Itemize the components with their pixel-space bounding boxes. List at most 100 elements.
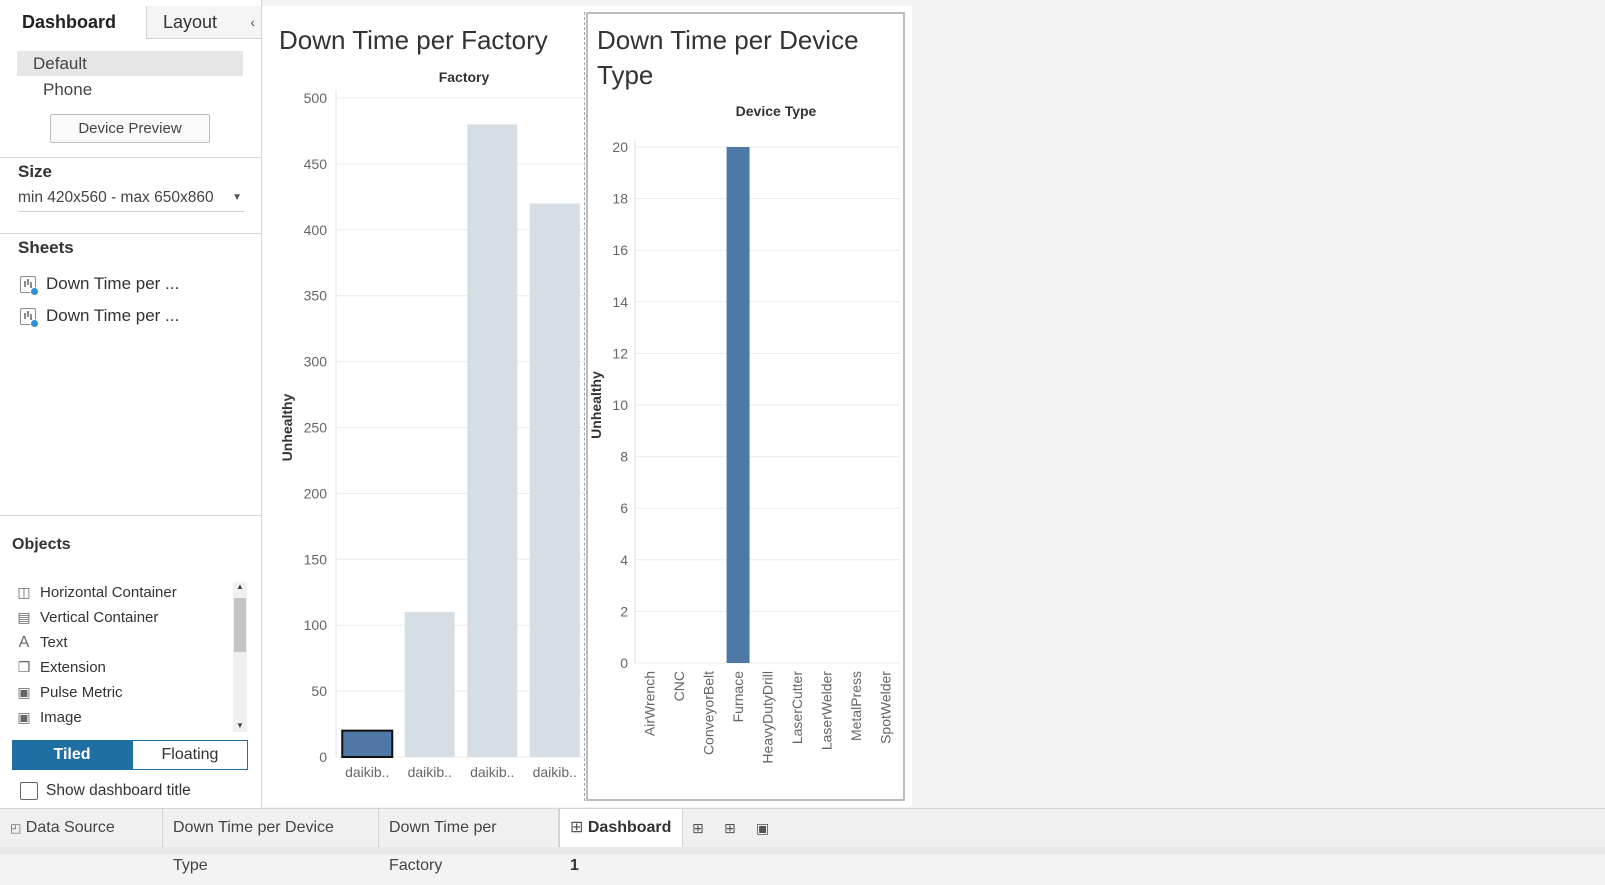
device-type-bar-chart[interactable]: Device Type 0 2 4 6 8 10 12 14 16 18 20 Unhealthy Air… <box>588 95 904 800</box>
show-dashboard-title-checkbox[interactable]: Show dashboard title <box>20 782 191 800</box>
y-tick-label: 300 <box>304 354 328 370</box>
object-vertical-container[interactable]: ▤ Vertical Container <box>10 605 250 630</box>
y-tick-label: 200 <box>304 485 328 501</box>
tab-dashboard-1[interactable]: ⊞ Dashboard 1 <box>559 809 683 874</box>
objects-list: ◫ Horizontal Container ▤ Vertical Containe… <box>10 580 250 732</box>
x-tick-label: MetalPress <box>848 671 864 741</box>
y-tick-label: 16 <box>612 242 628 258</box>
y-tick-label: 2 <box>620 603 628 619</box>
objects-section-title: Objects <box>12 536 71 553</box>
chart-header: Factory <box>439 69 490 85</box>
extension-icon: ❒ <box>17 659 31 675</box>
object-pulse-metric[interactable]: ▣ Pulse Metric <box>10 680 250 705</box>
horizontal-container-icon: ◫ <box>17 584 31 600</box>
vertical-container-icon: ▤ <box>17 609 31 625</box>
device-phone[interactable]: Phone <box>43 80 93 99</box>
y-tick-label: 6 <box>620 500 628 516</box>
x-tick-label: LaserCutter <box>789 671 805 744</box>
object-text[interactable]: A Text <box>10 630 250 655</box>
tab-dashboard[interactable]: Dashboard <box>0 6 146 39</box>
object-label: Extension <box>40 659 106 676</box>
y-tick-label: 350 <box>304 288 328 304</box>
selected-sheet-frame[interactable] <box>586 12 905 801</box>
new-story-icon[interactable]: ▣ <box>756 820 770 836</box>
y-tick-label: 20 <box>612 139 628 155</box>
sheets-section-title: Sheets <box>18 238 74 257</box>
divider <box>0 157 261 158</box>
y-tick-label: 150 <box>304 551 328 567</box>
y-tick-label: 14 <box>612 294 628 310</box>
divider <box>0 515 261 516</box>
device-default[interactable]: Default <box>17 51 243 76</box>
y-axis-label: Unhealthy <box>588 371 604 439</box>
tab-down-time-per-factory[interactable]: Down Time per Factory <box>379 809 559 874</box>
size-dropdown[interactable]: min 420x560 - max 650x860 ▼ <box>18 187 244 212</box>
bar[interactable] <box>529 203 580 757</box>
y-tick-label: 0 <box>620 655 628 671</box>
collapse-panel-icon[interactable]: ‹ <box>250 14 255 30</box>
new-worksheet-icon[interactable]: ⊞ <box>692 820 704 836</box>
pulse-metric-icon: ▣ <box>17 684 31 700</box>
sheet-item[interactable]: Down Time per ... <box>20 273 179 297</box>
tab-data-source[interactable]: ◰ Data Source <box>0 809 163 849</box>
factory-bar-chart[interactable]: Factory 0 50 100 150 200 250 300 350 400 450 500 Unh… <box>262 60 586 805</box>
y-tick-label: 18 <box>612 191 628 207</box>
tab-down-time-per-device-type[interactable]: Down Time per Device Type <box>163 809 379 874</box>
chevron-down-icon: ▼ <box>232 192 242 203</box>
checkbox-icon <box>20 782 38 800</box>
tab-layout-label: Layout <box>163 12 218 32</box>
y-tick-label: 100 <box>304 617 328 633</box>
x-tick-label: daikib.. <box>408 764 452 780</box>
dashboard-side-panel: Dashboard Layout ‹ Default Phone Device … <box>0 0 262 808</box>
tab-layout[interactable]: Layout ‹ <box>146 6 261 39</box>
tab-label: Data Source <box>25 819 115 836</box>
new-dashboard-icon[interactable]: ⊞ <box>724 820 736 836</box>
scroll-thumb[interactable] <box>234 598 246 652</box>
divider <box>0 233 261 234</box>
scroll-down-icon[interactable]: ▼ <box>236 721 244 730</box>
size-value: min 420x560 - max 650x860 <box>18 189 214 206</box>
container-divider <box>584 12 585 801</box>
bar[interactable] <box>341 729 394 759</box>
object-label: Horizontal Container <box>40 584 177 601</box>
object-extension[interactable]: ❒ Extension <box>10 655 250 680</box>
x-tick-label: CNC <box>671 671 687 701</box>
scroll-up-icon[interactable]: ▲ <box>236 582 244 591</box>
x-tick-label: SpotWelder <box>877 671 893 744</box>
device-preview-button[interactable]: Device Preview <box>50 114 210 143</box>
tiled-button[interactable]: Tiled <box>12 740 132 770</box>
y-tick-label: 500 <box>304 90 328 106</box>
status-bar <box>0 847 1605 854</box>
bar[interactable] <box>404 612 455 757</box>
object-image[interactable]: ▣ Image <box>10 705 250 730</box>
size-section-title: Size <box>18 162 53 181</box>
sheet-item[interactable]: Down Time per ... <box>20 305 180 329</box>
x-tick-label: daikib.. <box>345 764 389 780</box>
object-label: Vertical Container <box>40 609 159 626</box>
show-title-label: Show dashboard title <box>46 782 191 800</box>
y-tick-label: 8 <box>620 449 628 465</box>
y-tick-label: 12 <box>612 345 628 361</box>
y-tick-label: 50 <box>311 683 327 699</box>
chart-title-device-type: Down Time per Device Type <box>597 25 859 90</box>
floating-button[interactable]: Floating <box>132 740 248 770</box>
y-tick-label: 400 <box>304 222 328 238</box>
objects-scrollbar[interactable]: ▲ ▼ <box>233 582 247 732</box>
bar[interactable] <box>726 147 750 663</box>
y-tick-label: 0 <box>319 749 327 765</box>
sheet-label: Down Time per ... <box>46 306 180 325</box>
object-label: Image <box>40 709 82 726</box>
x-tick-label: ConveyorBelt <box>701 671 717 755</box>
text-icon: A <box>18 634 30 651</box>
y-tick-label: 250 <box>304 420 328 436</box>
object-label: Pulse Metric <box>40 684 123 701</box>
worksheet-icon <box>20 308 39 329</box>
x-tick-label: HeavyDutyDrill <box>760 671 776 764</box>
worksheet-icon <box>20 276 39 297</box>
dashboard-icon: ⊞ <box>570 819 584 836</box>
object-horizontal-container[interactable]: ◫ Horizontal Container <box>10 580 250 605</box>
y-tick-label: 450 <box>304 156 328 172</box>
y-axis-label: Unhealthy <box>279 393 295 461</box>
bar[interactable] <box>467 124 518 758</box>
x-tick-label: AirWrench <box>642 671 658 736</box>
